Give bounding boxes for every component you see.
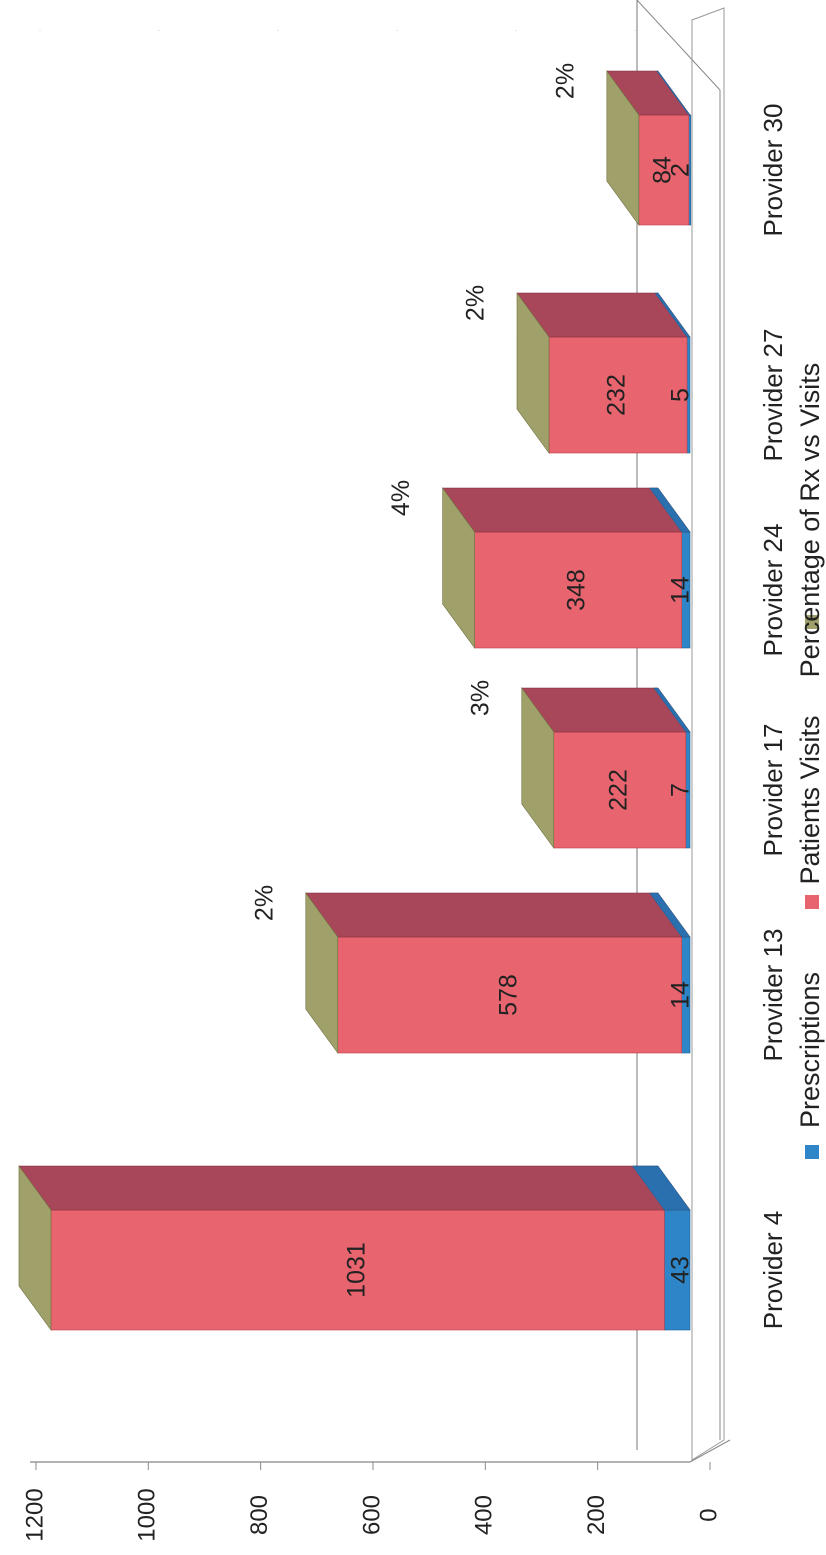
y-tick-label: 600	[358, 1495, 385, 1535]
data-label-visits: 348	[563, 569, 591, 611]
bar-percentage	[606, 70, 640, 226]
legend-swatch	[805, 1145, 819, 1159]
category-label: Provider 4	[758, 1211, 788, 1330]
data-label-percentage: 2%	[551, 63, 579, 99]
data-label-visits: 1031	[342, 1242, 370, 1298]
chart-frame: 0 200 400 600 800 1000 1200	[21, 0, 731, 1542]
bar-side-face	[18, 1165, 691, 1211]
data-label-visits: 84	[648, 156, 676, 184]
y-tick-label: 1200	[21, 1488, 48, 1541]
data-label-prescriptions: 14	[667, 576, 695, 604]
bar-prescriptions-side	[654, 292, 691, 338]
bar-side-face	[305, 892, 691, 938]
bar-prescriptions-side	[631, 1165, 691, 1211]
legend: Prescriptions Patients Visits Percentage o…	[795, 363, 825, 1159]
category-label: Provider 17	[758, 724, 788, 857]
bar-percentage	[521, 687, 555, 849]
legend-label: Prescriptions	[795, 972, 825, 1128]
bar-patients-visits	[474, 531, 682, 649]
data-label-prescriptions: 7	[667, 783, 695, 797]
floor-outline	[691, 7, 725, 1461]
bar-patients-visits	[337, 936, 682, 1054]
y-tick-label: 400	[471, 1495, 498, 1535]
data-label-percentage: 4%	[387, 480, 415, 516]
bar-percentage	[18, 1165, 52, 1331]
legend-swatch	[805, 895, 819, 909]
axis-corner-line	[689, 1439, 731, 1463]
data-label-percentage: 3%	[466, 680, 494, 716]
bar-patients-visits	[553, 731, 687, 849]
category-label: Provider 24	[758, 524, 788, 657]
data-label-visits: 578	[494, 974, 522, 1016]
category-label: Provider 13	[758, 929, 788, 1062]
bar-prescriptions-side	[656, 70, 691, 116]
bar-prescriptions	[664, 1209, 691, 1331]
y-tick-label: 200	[583, 1495, 610, 1535]
bars-layer	[18, 70, 692, 1331]
bar-side-face	[442, 487, 691, 533]
category-label: Provider 30	[758, 104, 788, 237]
data-label-visits: 232	[603, 374, 631, 416]
frame-top-diag	[636, 0, 721, 91]
bar-patients-visits	[548, 336, 688, 454]
bar-prescriptions-side	[653, 687, 691, 733]
y-tick-label: 1000	[134, 1488, 161, 1541]
bar-patients-visits	[638, 114, 690, 226]
legend-label: Percentage of Rx vs Visits	[795, 363, 825, 678]
bar-prescriptions-side	[649, 892, 691, 938]
category-label: Provider 27	[758, 329, 788, 462]
bar-prescriptions-side	[649, 487, 691, 533]
data-label-prescriptions: 2	[667, 163, 695, 177]
data-label-prescriptions: 14	[667, 981, 695, 1009]
data-label-prescriptions: 5	[667, 388, 695, 402]
labels-layer: 1031 43 4% Provider 4 578 14 2% Provider 13 222 7…	[250, 63, 788, 1330]
data-label-percentage: 2%	[250, 885, 278, 921]
data-label-visits: 222	[604, 769, 632, 811]
data-label-percentage: 2%	[462, 285, 490, 321]
y-tick-label: 800	[246, 1495, 273, 1535]
bar-percentage	[442, 487, 475, 649]
legend-swatch	[805, 615, 819, 629]
data-label-prescriptions: 43	[667, 1256, 695, 1284]
bar-percentage	[516, 292, 550, 454]
bar-percentage	[305, 892, 339, 1054]
legend-label: Patients Visits	[795, 715, 825, 884]
y-tick-label: 0	[695, 1508, 722, 1521]
